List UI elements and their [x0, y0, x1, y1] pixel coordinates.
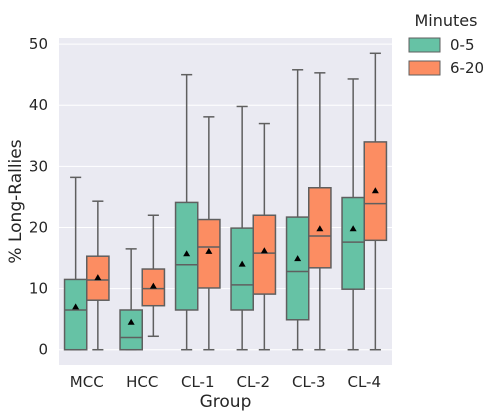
mean-marker [94, 274, 102, 281]
mean-marker [183, 250, 191, 257]
box-CL-3-0-5 [285, 69, 310, 351]
legend-label: 6-20 [450, 59, 484, 77]
box-HCC-6-20 [141, 214, 166, 338]
y-tick-label: 50 [29, 35, 48, 53]
y-tick-labels: 0 10 20 30 40 50 [29, 35, 48, 359]
y-tick-label: 20 [29, 218, 48, 236]
y-axis-label: % Long-Rallies [6, 139, 26, 263]
box-iqr [285, 216, 310, 321]
mean-marker [349, 225, 357, 232]
y-tick-label: 30 [29, 157, 48, 175]
box-iqr [341, 196, 365, 290]
box-CL-1-6-20 [197, 116, 221, 351]
mean-marker [238, 260, 246, 267]
box-iqr [230, 227, 255, 311]
legend-label: 0-5 [450, 36, 475, 54]
x-tick-label: CL-1 [181, 373, 215, 391]
box-CL-1-0-5 [174, 73, 199, 351]
y-tick-label: 10 [29, 280, 48, 298]
mean-marker [72, 303, 80, 310]
box-iqr [252, 214, 277, 295]
box-iqr [119, 309, 144, 351]
mean-marker [260, 247, 268, 254]
box-MCC-0-5 [63, 176, 88, 351]
box-iqr [63, 278, 88, 351]
x-axis-label: Group [200, 392, 252, 412]
x-tick-labels: MCC HCC CL-1 CL-2 CL-3 CL-4 [70, 373, 381, 391]
y-tick-label: 0 [38, 341, 48, 359]
box-HCC-0-5 [119, 248, 144, 351]
legend-title: Minutes [415, 11, 478, 30]
mean-marker [205, 247, 213, 254]
x-tick-label: CL-4 [347, 373, 381, 391]
legend-swatch [408, 60, 441, 76]
grid-lines [59, 43, 392, 351]
box-CL-4-0-5 [341, 78, 365, 351]
box-CL-2-6-20 [252, 122, 277, 351]
x-tick-label: CL-3 [292, 373, 326, 391]
x-tick-label: MCC [70, 373, 104, 391]
y-tick-label: 40 [29, 96, 48, 114]
mean-marker [316, 225, 324, 232]
mean-marker [371, 187, 379, 194]
boxes [63, 52, 388, 351]
box-CL-4-6-20 [363, 52, 388, 351]
plot-background [59, 38, 392, 365]
x-tick-label: CL-2 [236, 373, 270, 391]
box-CL-2-0-5 [230, 105, 255, 351]
mean-marker [294, 255, 302, 262]
mean-marker [149, 282, 157, 289]
box-CL-3-6-20 [308, 72, 332, 351]
mean-marker [127, 318, 135, 325]
legend-items: 0-5 6-20 [408, 36, 484, 77]
box-MCC-6-20 [86, 200, 110, 351]
legend-swatch [408, 37, 441, 53]
legend: Minutes 0-5 6-20 [408, 11, 484, 77]
x-tick-label: HCC [126, 373, 158, 391]
